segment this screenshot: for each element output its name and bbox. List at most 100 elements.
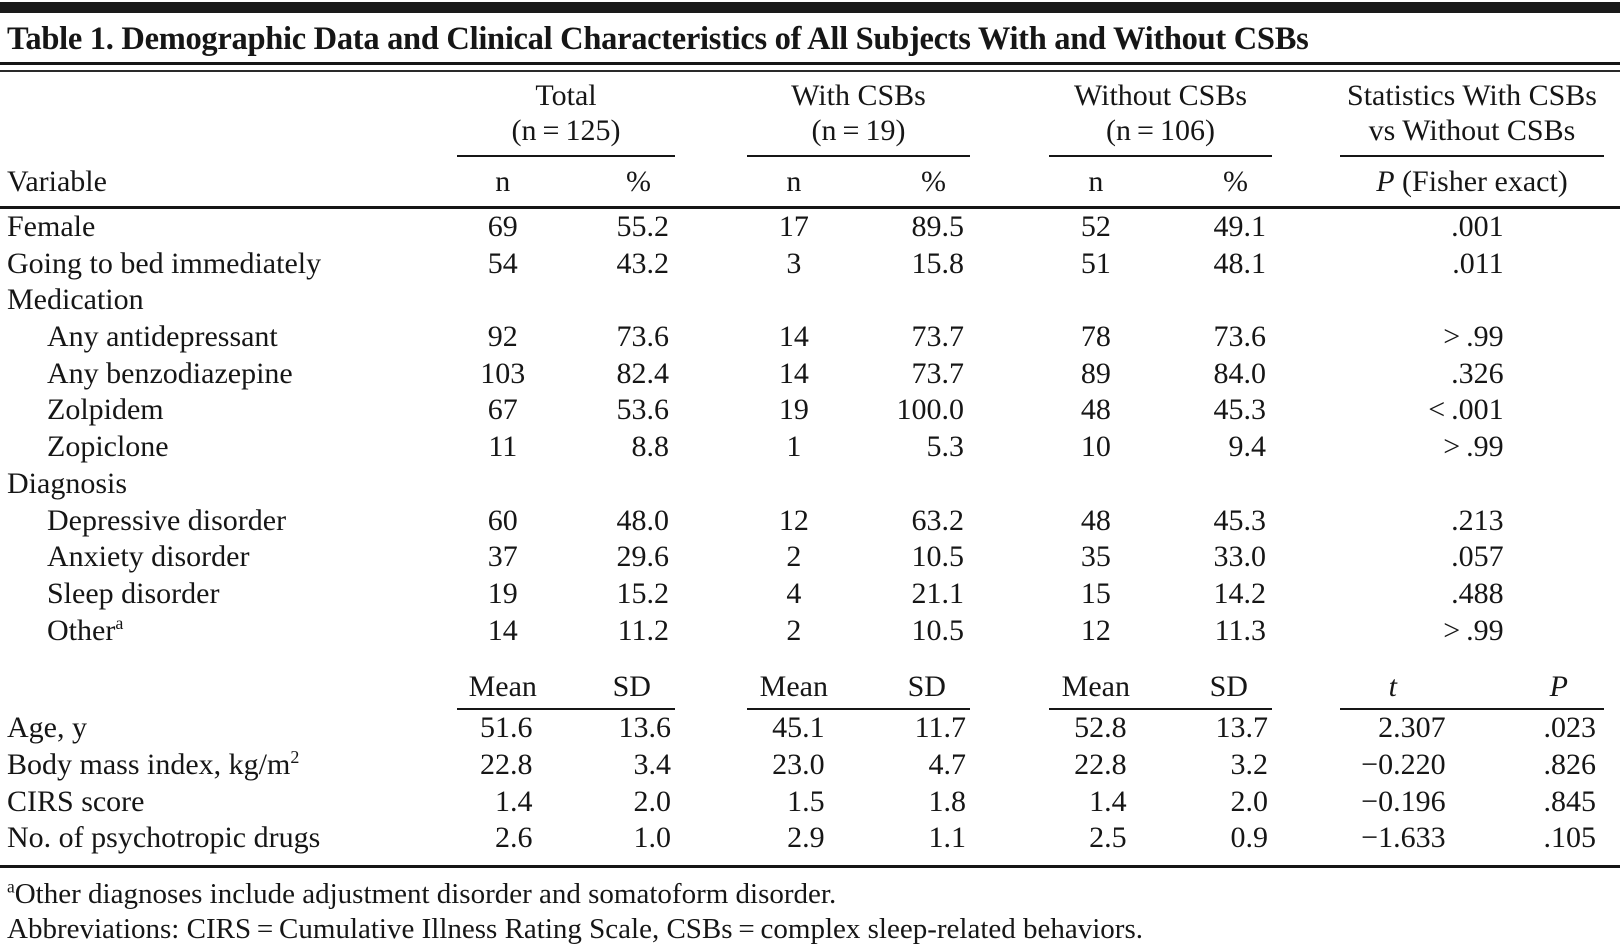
cell-percent: 48.0 xyxy=(616,503,669,537)
column-group-without-csbs: Without CSBs (n = 106) xyxy=(1049,78,1272,157)
group-cells: 54 43.2 xyxy=(457,246,675,283)
group-cells: 2.9 1.1 xyxy=(747,820,970,857)
table-row: Sleep disorder 19 15.2 4 21.1 15 14.2.488 xyxy=(0,576,1620,613)
group-cells: 60 48.0 xyxy=(457,503,675,540)
cell-p-value: .488 xyxy=(1451,576,1504,610)
group-cells xyxy=(747,466,970,503)
n-header: n xyxy=(786,165,802,198)
group-cells: 89 84.0 xyxy=(1049,356,1272,393)
cell-n xyxy=(747,282,841,319)
group-cells: 19 15.2 xyxy=(457,576,675,613)
group-cells: 2 10.5 xyxy=(747,613,970,650)
with-csbs-mean-sd-headers: Mean SD xyxy=(747,670,970,711)
cell-percent: 8.8 xyxy=(631,430,669,464)
row-label: Going to bed immediately xyxy=(7,246,322,280)
cell-n: 19 xyxy=(778,393,809,427)
table-row: CIRS score 1.4 2.0 1.5 1.8 1.4 2.0 −0.196 .845 xyxy=(0,784,1620,821)
group-cells: > .99 xyxy=(1340,429,1604,466)
cell-percent: 53.6 xyxy=(616,393,669,427)
p-italic: P xyxy=(1376,165,1395,198)
section-label: Diagnosis xyxy=(7,466,127,500)
table-row: Depressive disorder 60 48.0 12 63.2 48 45.3 .21… xyxy=(0,503,1620,540)
cell-percent: 29.6 xyxy=(616,540,669,574)
group-cells: .488 xyxy=(1340,576,1604,613)
cell-n: 67 xyxy=(487,393,518,427)
cell-n: 11 xyxy=(488,430,518,464)
cell-n xyxy=(1049,466,1143,503)
group-cells: .213 xyxy=(1340,503,1604,540)
cell-sd: 4.7 xyxy=(928,747,966,781)
group-cells: 14 11.2 xyxy=(457,613,675,650)
cell-sd: 1.1 xyxy=(928,821,966,855)
row-label: Zopiclone xyxy=(47,430,169,464)
table-row: Anxiety disorder 37 29.6 2 10.5 35 33.0.057 xyxy=(0,539,1620,576)
footnote-rule xyxy=(0,865,1620,868)
group-cells: 1.4 2.0 xyxy=(457,784,675,821)
cell-n: 51 xyxy=(1080,246,1111,280)
cell-percent: 15.2 xyxy=(616,576,669,610)
cell-percent xyxy=(1143,282,1272,319)
cell-t-value: 2.307 xyxy=(1378,711,1446,745)
percent-header: % xyxy=(1222,165,1248,198)
group-cells: 48 45.3 xyxy=(1049,503,1272,540)
cell-percent xyxy=(841,282,970,319)
cell-n: 14 xyxy=(778,320,809,354)
group-cells: 78 73.6 xyxy=(1049,319,1272,356)
without-csbs-mean-sd-headers: Mean SD xyxy=(1049,670,1272,711)
row-label: Sleep disorder xyxy=(47,576,220,610)
variable-column-header: Variable xyxy=(7,165,107,198)
row-label: Any antidepressant xyxy=(47,320,278,354)
group-cells xyxy=(457,282,675,319)
statistics-subheaders: P (Fisher exact) xyxy=(1340,165,1604,199)
group-label: Total xyxy=(535,79,597,112)
n-header: n xyxy=(1088,165,1104,198)
t-header: t xyxy=(1388,670,1397,704)
group-cells: 10 9.4 xyxy=(1049,429,1272,466)
cell-percent: 49.1 xyxy=(1213,210,1266,243)
group-cells: 12 11.3 xyxy=(1049,613,1272,650)
cell-percent: 5.3 xyxy=(926,430,964,464)
footnote-text: Other diagnoses include adjustment disor… xyxy=(14,877,837,910)
cell-n: 14 xyxy=(487,613,518,647)
group-cells: 37 29.6 xyxy=(457,539,675,576)
cell-p-value xyxy=(1340,282,1504,319)
table-row: Zopiclone 11 8.8 1 5.3 10 9.4 > .99 xyxy=(0,429,1620,466)
table-row: Age, y 51.6 13.6 45.1 11.7 52.8 13.7 2.307 .023 xyxy=(0,710,1620,747)
cell-percent xyxy=(549,466,675,503)
cell-mean: 51.6 xyxy=(480,711,533,745)
group-sublabel: vs Without CSBs xyxy=(1368,114,1576,147)
without-csbs-subheaders: n % xyxy=(1049,165,1272,199)
sd-header: SD xyxy=(612,670,651,704)
table-row: Going to bed immediately 54 43.2 3 15.8 51 48.… xyxy=(0,246,1620,283)
cell-n: 37 xyxy=(487,540,518,574)
cell-p-value: > .99 xyxy=(1443,320,1504,354)
group-cells: 19 100.0 xyxy=(747,392,970,429)
cell-percent: 45.3 xyxy=(1213,503,1266,537)
cell-sd: 11.7 xyxy=(914,711,966,745)
cell-mean: 1.4 xyxy=(495,784,533,818)
group-label: Statistics With CSBs xyxy=(1347,79,1597,112)
group-cells xyxy=(747,282,970,319)
cell-mean: 22.8 xyxy=(1074,747,1127,781)
cell-p-value: .001 xyxy=(1451,210,1504,243)
group-cells: .001 xyxy=(1340,209,1604,246)
cell-mean: 1.5 xyxy=(787,784,825,818)
cell-n: 10 xyxy=(1080,430,1111,464)
group-cells: .057 xyxy=(1340,539,1604,576)
cell-n: 103 xyxy=(480,356,526,390)
cell-n: 78 xyxy=(1080,320,1111,354)
group-cells: 52 49.1 xyxy=(1049,209,1272,246)
table-row: Othera 14 11.2 2 10.5 12 11.3 > .99 xyxy=(0,613,1620,650)
cell-t-value: −0.196 xyxy=(1361,784,1446,818)
page-title: Table 1. Demographic Data and Clinical C… xyxy=(7,21,1309,57)
cell-sd: 1.0 xyxy=(633,821,671,855)
mean-header: Mean xyxy=(1061,670,1130,704)
group-cells: .326 xyxy=(1340,356,1604,393)
cell-percent: 45.3 xyxy=(1213,393,1266,427)
group-cells: 23.0 4.7 xyxy=(747,747,970,784)
cell-n xyxy=(457,466,549,503)
cell-n: 60 xyxy=(487,503,518,537)
cell-n: 54 xyxy=(487,246,518,280)
row-label: Any benzodiazepine xyxy=(47,356,293,390)
group-cells: 35 33.0 xyxy=(1049,539,1272,576)
